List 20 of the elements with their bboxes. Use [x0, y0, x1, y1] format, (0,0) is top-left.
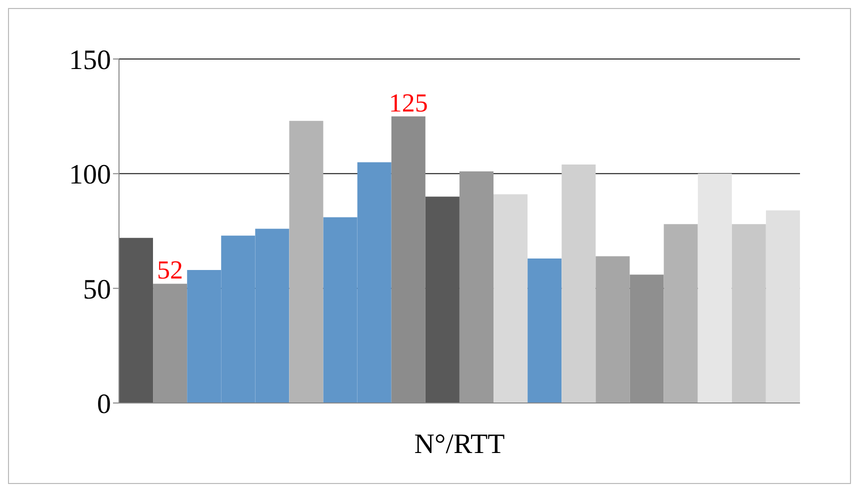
bar [494, 194, 528, 403]
bar [664, 224, 698, 403]
bar [119, 238, 153, 403]
bar [289, 120, 324, 403]
data-label: 52 [157, 256, 184, 285]
y-tick-label: 100 [69, 160, 111, 191]
bar [528, 258, 562, 403]
y-tick-label: 50 [83, 274, 111, 306]
y-tick-label: 0 [97, 388, 111, 420]
bar [766, 210, 800, 403]
bar [460, 171, 494, 403]
x-axis-title: N°/RTT [414, 429, 505, 460]
bar [562, 164, 596, 403]
data-label: 125 [388, 88, 428, 118]
bar [153, 284, 188, 403]
bar [596, 256, 630, 403]
y-tick-label: 150 [69, 44, 111, 76]
bar [732, 224, 766, 403]
bar [698, 174, 732, 403]
bar [425, 196, 460, 403]
